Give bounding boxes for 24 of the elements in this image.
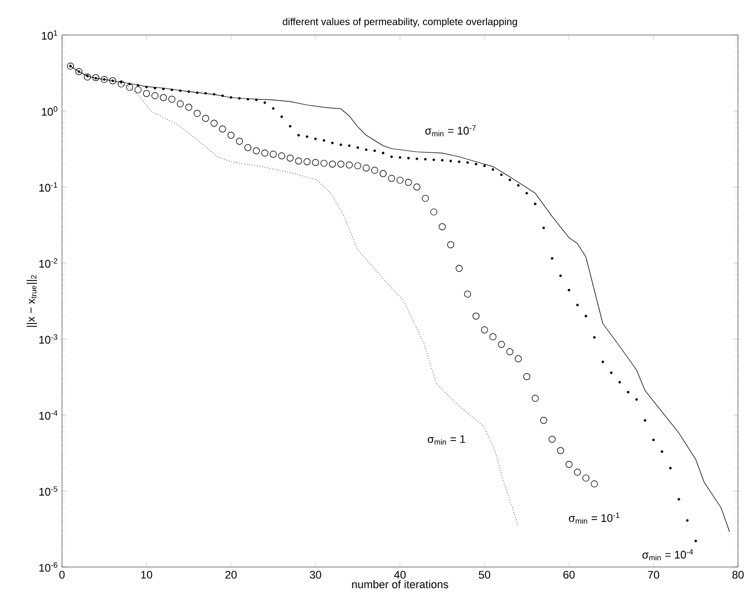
x-tick-label: 30 bbox=[310, 570, 322, 579]
y-tick-label: 10$^{-5}$ bbox=[39, 486, 58, 496]
x-tick-label: 70 bbox=[648, 570, 660, 579]
x-tick-label: 80 bbox=[732, 570, 744, 579]
x-tick-label: 40 bbox=[394, 570, 406, 579]
y-tick-label: 10$^{0}$ bbox=[42, 106, 58, 116]
series-label: σ$_{min}$ = 1 bbox=[428, 435, 466, 445]
chart-title: different values of permeability, complete overlapping bbox=[282, 18, 517, 28]
y-tick-label: 10$^{1}$ bbox=[42, 30, 58, 40]
y-tick-label: 10$^{-3}$ bbox=[39, 334, 58, 344]
series-label: σ$_{min}$ = 10$^{-7}$ bbox=[425, 125, 476, 136]
y-tick-label: 10$^{-2}$ bbox=[39, 258, 58, 268]
x-tick-label: 10 bbox=[141, 570, 152, 579]
y-axis-title: ||x − x$_{true}$||$_{2}$ bbox=[26, 275, 38, 327]
series-label: σ$_{min}$ = 10$^{-4}$ bbox=[642, 549, 694, 560]
x-tick-label: 0 bbox=[59, 570, 65, 579]
y-tick-label: 10$^{-4}$ bbox=[39, 410, 58, 420]
x-tick-label: 60 bbox=[563, 570, 575, 579]
x-tick-label: 50 bbox=[478, 570, 490, 579]
x-tick-label: 20 bbox=[225, 570, 237, 579]
y-tick-label: 10$^{-1}$ bbox=[39, 182, 58, 192]
y-tick-label: 10$^{-6}$ bbox=[39, 562, 58, 572]
x-axis-title: number of iterations bbox=[352, 580, 448, 588]
text: σ$_{min}$ = 10$^{-1}$ bbox=[568, 512, 620, 524]
